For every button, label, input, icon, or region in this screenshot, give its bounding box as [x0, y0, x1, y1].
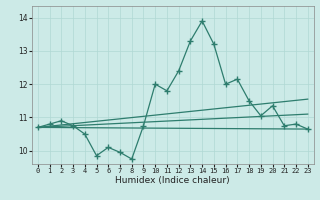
X-axis label: Humidex (Indice chaleur): Humidex (Indice chaleur) [116, 176, 230, 185]
